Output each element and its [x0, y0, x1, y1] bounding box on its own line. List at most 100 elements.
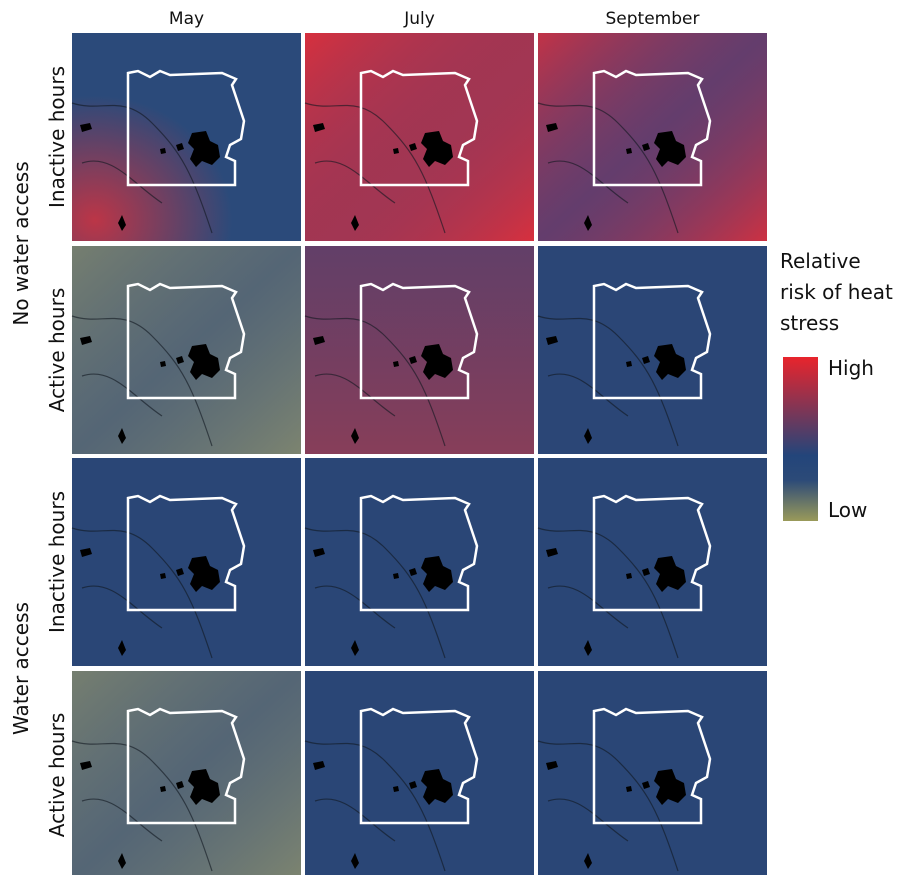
- map-shading: [72, 246, 301, 454]
- river: [537, 315, 679, 447]
- group-label: No water access: [9, 161, 33, 325]
- lake: [313, 761, 359, 869]
- lake: [393, 556, 453, 592]
- park-boundary: [359, 494, 479, 612]
- map-shading: [72, 33, 301, 241]
- lake: [313, 336, 359, 444]
- lake: [160, 556, 220, 592]
- row-label: Active hours: [45, 288, 69, 412]
- river: [547, 160, 629, 204]
- lake: [626, 344, 686, 380]
- map-background: [305, 671, 534, 875]
- row-label: Active hours: [45, 713, 69, 837]
- park-boundary: [592, 69, 712, 187]
- lake: [80, 761, 126, 869]
- lake: [160, 344, 220, 380]
- river: [81, 798, 163, 842]
- river: [547, 798, 629, 842]
- legend-title: risk of heat: [780, 280, 893, 304]
- river: [71, 527, 213, 659]
- river: [81, 585, 163, 629]
- map-shading: [305, 33, 534, 241]
- lake: [546, 548, 592, 656]
- river: [537, 527, 679, 659]
- map-background: [305, 458, 534, 666]
- map-panel: [537, 671, 767, 875]
- column-title: July: [403, 9, 435, 29]
- map-background: [72, 458, 301, 666]
- map-shading: [305, 246, 534, 454]
- park-boundary: [592, 282, 712, 400]
- park-boundary: [592, 707, 712, 825]
- map-panel: [304, 458, 534, 666]
- lake: [80, 548, 126, 656]
- map-background: [538, 246, 767, 454]
- lake: [626, 131, 686, 167]
- column-title: May: [169, 9, 204, 29]
- legend-low: Low: [828, 498, 867, 522]
- park-boundary: [126, 707, 246, 825]
- river: [304, 527, 446, 659]
- river: [547, 585, 629, 629]
- map-panel: [71, 458, 301, 666]
- map-panel: [537, 246, 767, 454]
- map-background: [538, 458, 767, 666]
- lake: [546, 123, 592, 231]
- river: [314, 373, 396, 417]
- column-title: September: [606, 9, 700, 29]
- lake: [546, 336, 592, 444]
- river: [304, 740, 446, 872]
- map-panel: [71, 671, 301, 875]
- lake: [80, 336, 126, 444]
- lake: [546, 761, 592, 869]
- park-boundary: [359, 707, 479, 825]
- park-boundary: [359, 282, 479, 400]
- river: [71, 740, 213, 872]
- river: [314, 160, 396, 204]
- lake: [313, 123, 359, 231]
- lake: [393, 344, 453, 380]
- row-label: Inactive hours: [45, 66, 69, 208]
- map-shading: [538, 33, 767, 241]
- park-boundary: [359, 69, 479, 187]
- lake: [160, 131, 220, 167]
- map-panel: [304, 246, 534, 454]
- lake: [626, 556, 686, 592]
- river: [71, 315, 213, 447]
- map-panel: [537, 458, 767, 666]
- river: [81, 160, 163, 204]
- park-boundary: [126, 494, 246, 612]
- legend-title: stress: [780, 311, 839, 335]
- map-background: [538, 671, 767, 875]
- river: [304, 102, 446, 234]
- map-panel: [71, 246, 301, 454]
- river: [537, 740, 679, 872]
- river: [304, 315, 446, 447]
- colorbar: [783, 357, 818, 521]
- lake: [313, 548, 359, 656]
- lake: [393, 131, 453, 167]
- park-boundary: [592, 494, 712, 612]
- park-boundary: [126, 69, 246, 187]
- river: [81, 373, 163, 417]
- river: [314, 585, 396, 629]
- river: [547, 373, 629, 417]
- row-label: Inactive hours: [45, 491, 69, 633]
- lake: [160, 769, 220, 805]
- map-shading: [72, 671, 301, 875]
- river: [537, 102, 679, 234]
- legend-high: High: [828, 356, 874, 380]
- map-panel: [304, 671, 534, 875]
- map-panel: [71, 33, 301, 241]
- group-label: Water access: [9, 602, 33, 735]
- map-panel: [304, 33, 534, 241]
- lake: [626, 769, 686, 805]
- park-boundary: [126, 282, 246, 400]
- map-panel: [537, 33, 767, 241]
- river: [71, 102, 213, 234]
- lake: [393, 769, 453, 805]
- river: [314, 798, 396, 842]
- legend-title: Relative: [780, 249, 861, 273]
- lake: [80, 123, 126, 231]
